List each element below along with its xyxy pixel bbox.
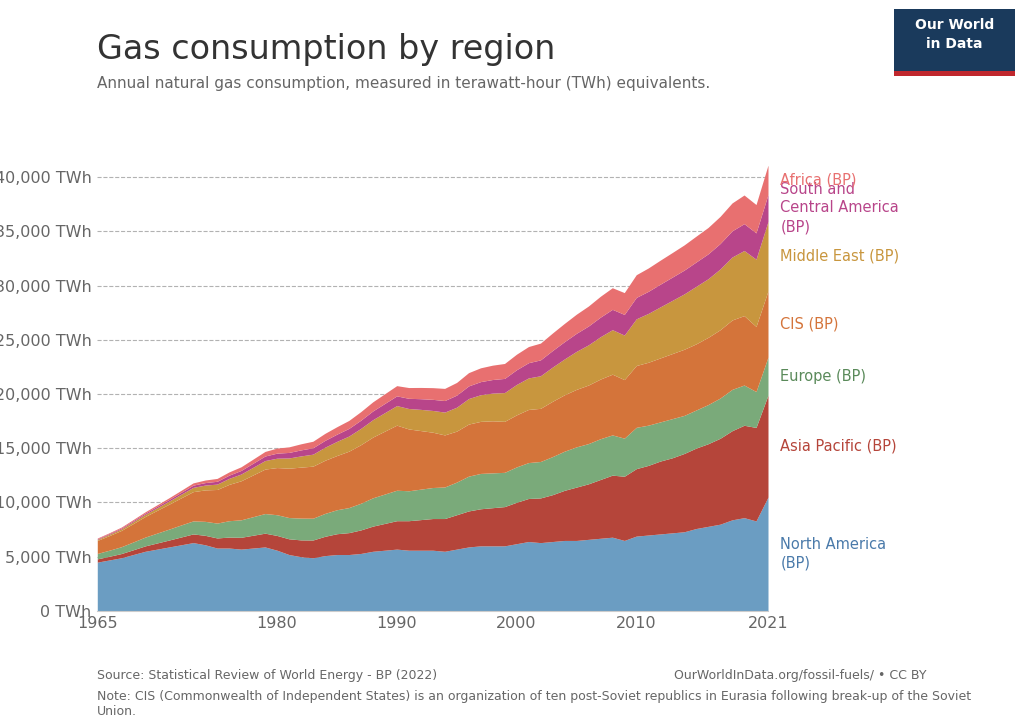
- Text: South and
Central America
(BP): South and Central America (BP): [780, 182, 899, 234]
- Text: Europe (BP): Europe (BP): [780, 369, 866, 384]
- Text: Our World
in Data: Our World in Data: [914, 19, 994, 51]
- Text: OurWorldInData.org/fossil-fuels/ • CC BY: OurWorldInData.org/fossil-fuels/ • CC BY: [674, 669, 927, 682]
- Text: Africa (BP): Africa (BP): [780, 172, 857, 187]
- Text: Middle East (BP): Middle East (BP): [780, 249, 899, 264]
- Text: North America
(BP): North America (BP): [780, 537, 887, 570]
- Text: Source: Statistical Review of World Energy - BP (2022): Source: Statistical Review of World Ener…: [97, 669, 437, 682]
- Text: Note: CIS (Commonwealth of Independent States) is an organization of ten post-So: Note: CIS (Commonwealth of Independent S…: [97, 690, 972, 719]
- Text: Asia Pacific (BP): Asia Pacific (BP): [780, 439, 897, 453]
- Text: CIS (BP): CIS (BP): [780, 317, 839, 331]
- Text: Gas consumption by region: Gas consumption by region: [97, 33, 556, 66]
- Text: Annual natural gas consumption, measured in terawatt-hour (TWh) equivalents.: Annual natural gas consumption, measured…: [97, 76, 711, 91]
